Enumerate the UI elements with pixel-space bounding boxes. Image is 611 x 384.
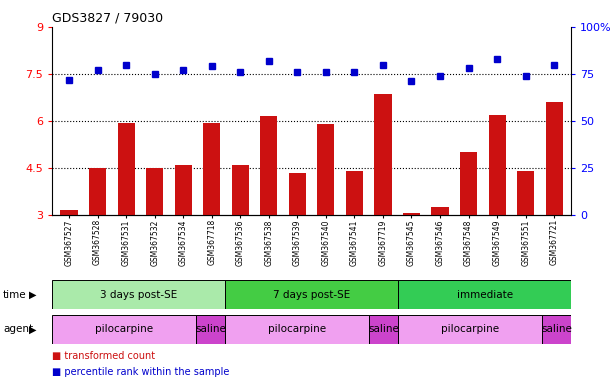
Text: pilocarpine: pilocarpine [268, 324, 326, 334]
Bar [460, 152, 477, 215]
Text: 3 days post-SE: 3 days post-SE [100, 290, 177, 300]
Bar [225, 315, 369, 344]
Text: ▶: ▶ [29, 324, 36, 334]
Text: time: time [3, 290, 27, 300]
Bar [375, 94, 392, 215]
Text: saline: saline [541, 324, 573, 334]
Bar [52, 280, 225, 309]
Bar [403, 214, 420, 215]
Bar [489, 115, 506, 215]
Bar [89, 168, 106, 215]
Bar [232, 165, 249, 215]
Text: agent: agent [3, 324, 33, 334]
Text: ■ percentile rank within the sample: ■ percentile rank within the sample [52, 367, 229, 377]
Text: pilocarpine: pilocarpine [95, 324, 153, 334]
Text: saline: saline [368, 324, 399, 334]
Text: immediate: immediate [456, 290, 513, 300]
Bar [175, 165, 192, 215]
Text: ▶: ▶ [29, 290, 36, 300]
Bar [60, 210, 78, 215]
Bar [517, 171, 534, 215]
Bar [146, 168, 163, 215]
Text: pilocarpine: pilocarpine [441, 324, 499, 334]
Bar [260, 116, 277, 215]
Bar [196, 315, 225, 344]
Text: ■ transformed count: ■ transformed count [52, 351, 155, 361]
Bar [546, 102, 563, 215]
Bar [431, 207, 448, 215]
Bar [346, 171, 363, 215]
Bar [203, 122, 221, 215]
Text: GDS3827 / 79030: GDS3827 / 79030 [52, 12, 163, 25]
Bar [398, 280, 571, 309]
Bar [369, 315, 398, 344]
Bar [117, 122, 134, 215]
Bar [398, 315, 543, 344]
Text: 7 days post-SE: 7 days post-SE [273, 290, 350, 300]
Bar [289, 173, 306, 215]
Bar [317, 124, 334, 215]
Bar [543, 315, 571, 344]
Bar [225, 280, 398, 309]
Bar [52, 315, 196, 344]
Text: saline: saline [195, 324, 226, 334]
